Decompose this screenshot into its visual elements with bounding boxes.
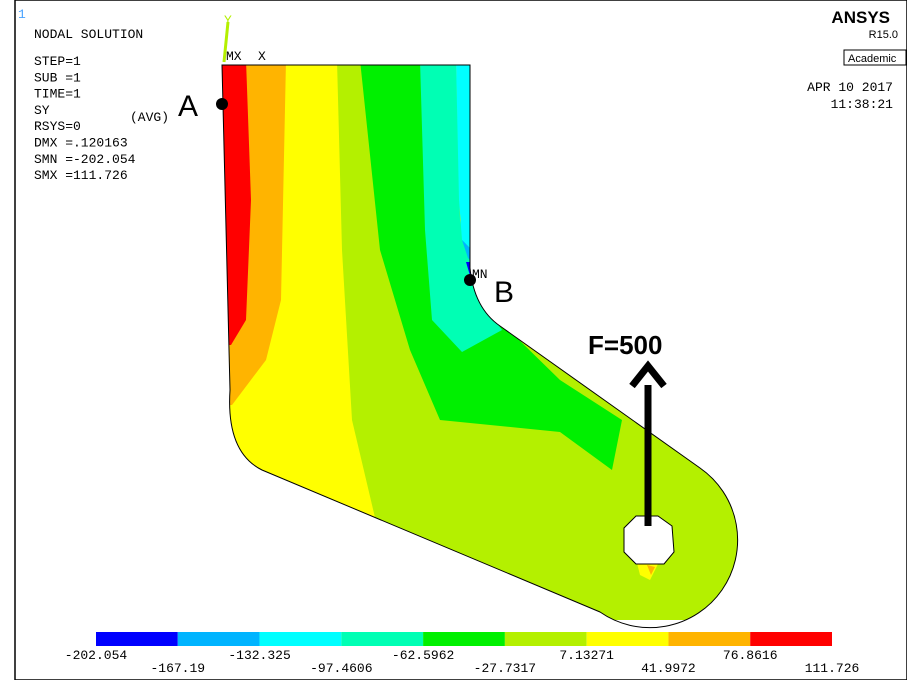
point-a-label: A: [178, 90, 198, 123]
min-marker: MN: [472, 267, 488, 282]
legend-label: -27.7317: [474, 661, 536, 676]
time: 11:38:21: [831, 97, 894, 112]
brand-edition: Academic: [848, 53, 897, 65]
brand-name: ANSYS: [831, 8, 890, 27]
legend-swatch: [668, 632, 750, 646]
max-marker: MX: [226, 49, 242, 64]
date: APR 10 2017: [807, 80, 893, 95]
legend-label: 41.9972: [641, 661, 696, 676]
contour-plot: [200, 60, 760, 620]
legend-swatch: [423, 632, 505, 646]
legend-label: -202.054: [65, 648, 128, 663]
legend-swatch: [96, 632, 178, 646]
info-title: NODAL SOLUTION: [34, 27, 143, 42]
legend-swatch: [505, 632, 587, 646]
legend-label: -167.19: [150, 661, 205, 676]
point-b-label: B: [494, 276, 514, 309]
info-line: RSYS=0: [34, 119, 81, 134]
info-line: SY: [34, 103, 50, 118]
legend-swatch: [178, 632, 260, 646]
info-line: SMN =-202.054: [34, 152, 136, 167]
legend-label: 76.8616: [723, 648, 778, 663]
legend-label: 7.13271: [559, 648, 614, 663]
info-line: SUB =1: [34, 70, 81, 85]
info-line: STEP=1: [34, 54, 81, 69]
legend-label: -62.5962: [392, 648, 454, 663]
legend: -202.054 -167.19 -132.325 -97.4606 -62.5962 -…: [65, 632, 860, 676]
legend-label: 111.726: [805, 661, 860, 676]
brand-release: R15.0: [869, 29, 898, 41]
info-line: TIME=1: [34, 87, 81, 102]
triad-x: X: [258, 49, 266, 64]
frame-number: 1: [18, 7, 26, 22]
legend-label: -97.4606: [310, 661, 372, 676]
info-line: DMX =.120163: [34, 136, 128, 151]
force-arrow-head: [632, 366, 664, 386]
point-a-dot: [216, 98, 228, 110]
triad-y: Y: [224, 13, 232, 28]
avg-label: (AVG): [130, 110, 169, 125]
force-label: F=500: [588, 330, 662, 360]
legend-swatch: [587, 632, 669, 646]
legend-swatch: [341, 632, 423, 646]
legend-swatch: [750, 632, 832, 646]
info-line: SMX =111.726: [34, 168, 128, 183]
legend-swatch: [260, 632, 342, 646]
ansys-viewport: 1 NODAL SOLUTION STEP=1SUB =1 TIME=1SYRSY…: [0, 0, 907, 680]
legend-label: -132.325: [228, 648, 290, 663]
